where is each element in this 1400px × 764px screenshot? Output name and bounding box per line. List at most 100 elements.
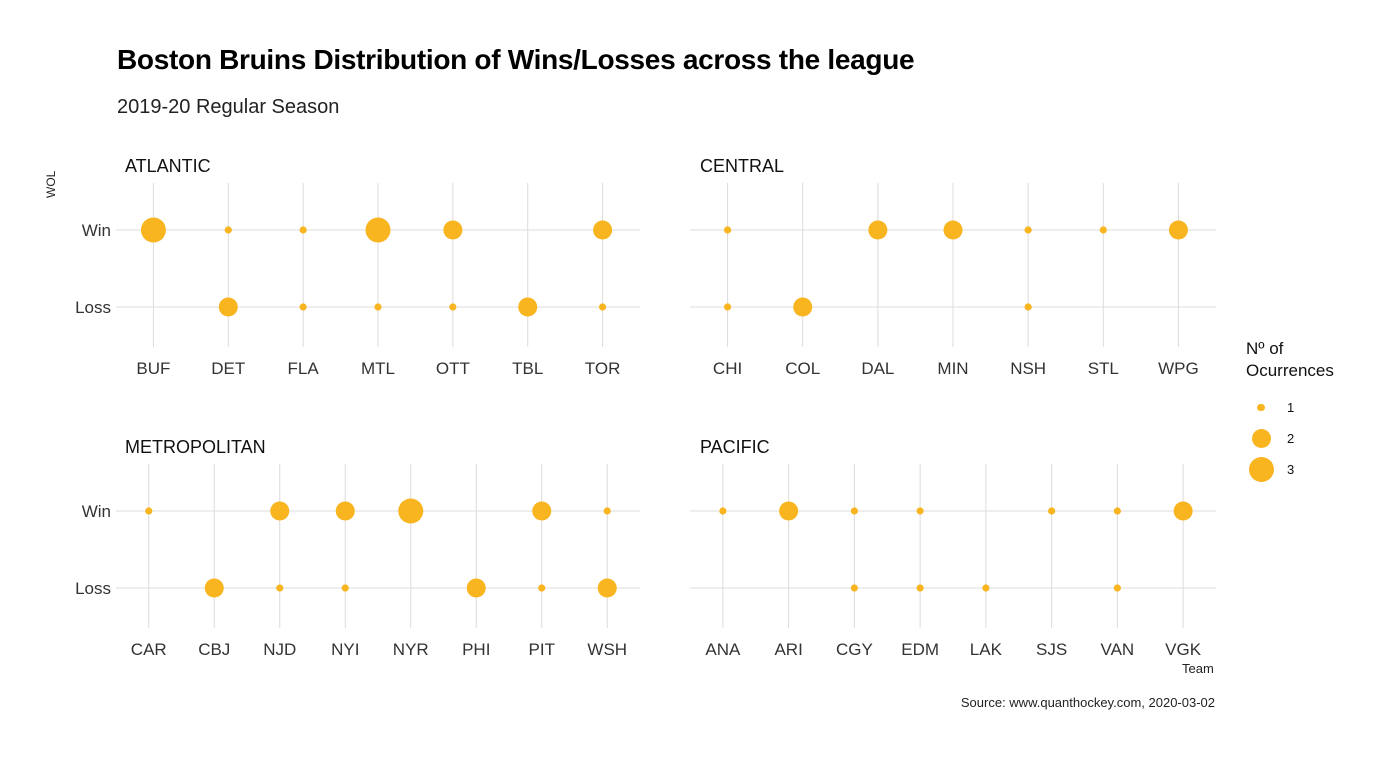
point-mtl-win [365, 217, 391, 243]
legend-dot-1 [1257, 403, 1265, 412]
x-tick-chi: CHI [713, 359, 742, 378]
point-wpg-win [1168, 220, 1188, 240]
point-cgy-win [850, 507, 858, 515]
point-buf-win [140, 217, 166, 243]
point-ott-loss [449, 303, 457, 311]
legend-key-3 [1246, 454, 1276, 485]
point-cgy-loss [850, 584, 858, 592]
x-tick-ana: ANA [705, 640, 741, 659]
panel-title-atlantic: ATLANTIC [125, 156, 211, 176]
point-nyr-win [398, 498, 424, 524]
x-tick-edm: EDM [901, 640, 939, 659]
x-tick-cbj: CBJ [198, 640, 230, 659]
point-lak-loss [982, 584, 990, 592]
point-tor-loss [598, 303, 607, 311]
legend-dot-3 [1248, 457, 1274, 482]
legend-row-2: 2 [1246, 423, 1356, 454]
legend-title: Nº of Ocurrences [1246, 339, 1334, 380]
chart-title: Boston Bruins Distribution of Wins/Losse… [117, 44, 915, 75]
x-tick-sjs: SJS [1036, 640, 1067, 659]
x-tick-vgk: VGK [1165, 640, 1202, 659]
point-mtl-loss [374, 303, 382, 311]
point-nyi-loss [341, 584, 349, 592]
x-tick-tbl: TBL [512, 359, 543, 378]
point-nyi-win [335, 501, 355, 521]
y-tick-win-metropolitan: Win [82, 502, 111, 521]
x-tick-ott: OTT [436, 359, 470, 378]
point-fla-loss [299, 303, 307, 311]
point-wsh-win [603, 507, 611, 515]
point-chi-loss [723, 303, 732, 311]
x-tick-nyi: NYI [331, 640, 359, 659]
x-tick-nyr: NYR [393, 640, 429, 659]
point-stl-win [1099, 226, 1107, 234]
point-sjs-win [1048, 507, 1056, 515]
x-tick-van: VAN [1101, 640, 1135, 659]
x-axis-label: Team [1182, 661, 1214, 676]
point-van-win [1113, 507, 1121, 515]
x-tick-cgy: CGY [836, 640, 873, 659]
panel-title-central: CENTRAL [700, 156, 785, 176]
point-pit-win [532, 501, 552, 521]
size-legend: Nº of Ocurrences 1 2 3 [1246, 338, 1356, 485]
x-tick-col: COL [785, 359, 820, 378]
x-tick-min: MIN [937, 359, 968, 378]
x-tick-dal: DAL [861, 359, 894, 378]
x-tick-tor: TOR [585, 359, 621, 378]
point-nsh-loss [1024, 303, 1032, 311]
point-van-loss [1113, 584, 1121, 592]
point-cbj-loss [204, 578, 224, 598]
point-ana-win [719, 507, 727, 515]
point-tor-win [593, 220, 613, 240]
y-tick-loss-atlantic: Loss [75, 298, 111, 317]
point-nsh-win [1024, 226, 1032, 234]
x-tick-car: CAR [131, 640, 167, 659]
x-tick-wpg: WPG [1158, 359, 1199, 378]
legend-label-3: 3 [1287, 462, 1295, 477]
point-chi-win [723, 226, 732, 234]
point-dal-win [868, 220, 888, 240]
point-pit-loss [538, 584, 546, 592]
point-edm-win [916, 507, 924, 515]
x-tick-det: DET [211, 359, 245, 378]
x-tick-stl: STL [1088, 359, 1119, 378]
point-vgk-win [1173, 501, 1193, 521]
y-tick-loss-metropolitan: Loss [75, 579, 111, 598]
legend-label-2: 2 [1287, 431, 1295, 446]
legend-label-1: 1 [1287, 400, 1295, 415]
point-car-win [145, 507, 153, 515]
point-njd-loss [276, 584, 284, 592]
chart-subtitle: 2019-20 Regular Season [117, 96, 340, 118]
point-tbl-loss [518, 297, 538, 317]
point-col-loss [793, 297, 813, 317]
point-min-win [943, 220, 963, 240]
x-tick-njd: NJD [263, 640, 296, 659]
legend-key-2 [1246, 423, 1276, 454]
point-fla-win [299, 226, 307, 234]
x-tick-lak: LAK [970, 640, 1003, 659]
x-tick-pit: PIT [529, 640, 555, 659]
legend-key-1 [1246, 392, 1276, 423]
point-wsh-loss [597, 578, 617, 598]
panel-title-metropolitan: METROPOLITAN [125, 437, 266, 457]
legend-row-3: 3 [1246, 454, 1356, 485]
panel-title-pacific: PACIFIC [700, 437, 770, 457]
x-tick-buf: BUF [136, 359, 170, 378]
point-det-loss [218, 297, 238, 317]
point-njd-win [270, 501, 290, 521]
point-det-win [224, 226, 232, 234]
legend-row-1: 1 [1246, 392, 1356, 423]
point-ari-win [779, 501, 799, 521]
legend-dot-2 [1251, 429, 1271, 448]
x-tick-phi: PHI [462, 640, 490, 659]
point-edm-loss [916, 584, 924, 592]
point-ott-win [443, 220, 463, 240]
x-tick-ari: ARI [774, 640, 802, 659]
source-caption: Source: www.quanthockey.com, 2020-03-02 [960, 695, 1215, 710]
point-phi-loss [466, 578, 486, 598]
x-tick-fla: FLA [288, 359, 320, 378]
x-tick-wsh: WSH [587, 640, 627, 659]
x-tick-nsh: NSH [1010, 359, 1046, 378]
y-tick-win-atlantic: Win [82, 221, 111, 240]
